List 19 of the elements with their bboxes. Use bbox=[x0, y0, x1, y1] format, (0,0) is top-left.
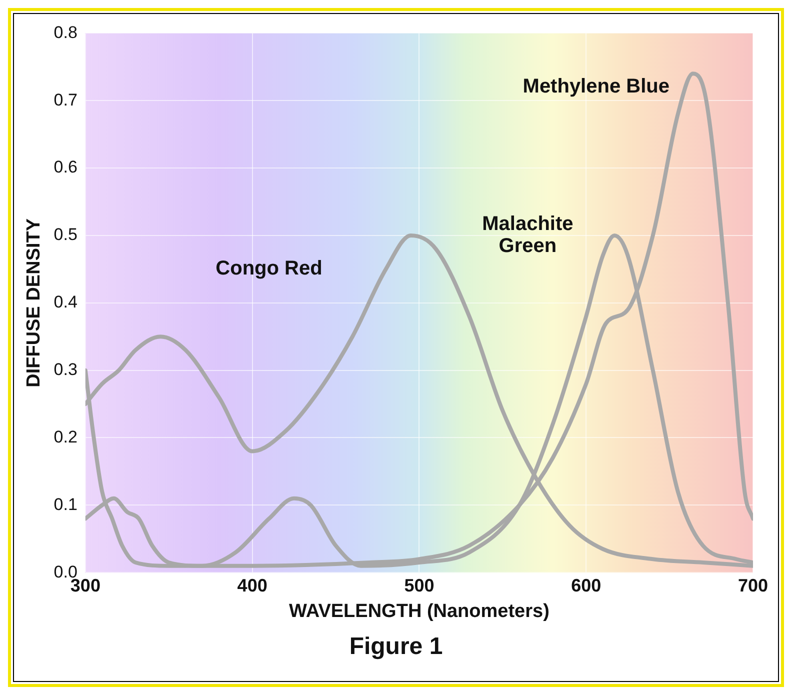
x-axis-title: WAVELENGTH (Nanometers) bbox=[289, 600, 550, 622]
series-label: Malachite Green bbox=[482, 212, 574, 257]
caption: Figure 1 bbox=[348, 633, 444, 661]
y-tick-label: 0.2 bbox=[54, 427, 78, 446]
y-tick-label: 0.4 bbox=[54, 292, 78, 312]
line-series bbox=[85, 72, 753, 568]
x-tick-label: 600 bbox=[571, 575, 602, 596]
y-tick-label: 0.6 bbox=[54, 158, 78, 177]
y-tick-label: 0.1 bbox=[54, 494, 78, 514]
y-tick-label: 0.8 bbox=[54, 22, 78, 42]
series-label: Methylene Blue bbox=[522, 76, 670, 98]
y-tick-label: 0.3 bbox=[54, 360, 78, 380]
y-tick-label: 0.7 bbox=[54, 90, 78, 110]
text: Congo Red bbox=[216, 258, 322, 280]
x-tick-label: 700 bbox=[738, 575, 768, 596]
y-axis-title: DIFFUSE DENSITY bbox=[24, 218, 45, 388]
y-tick-label: 0.5 bbox=[54, 225, 78, 244]
x-tick-label: 400 bbox=[237, 575, 268, 596]
x-tick-label: 500 bbox=[404, 575, 434, 596]
